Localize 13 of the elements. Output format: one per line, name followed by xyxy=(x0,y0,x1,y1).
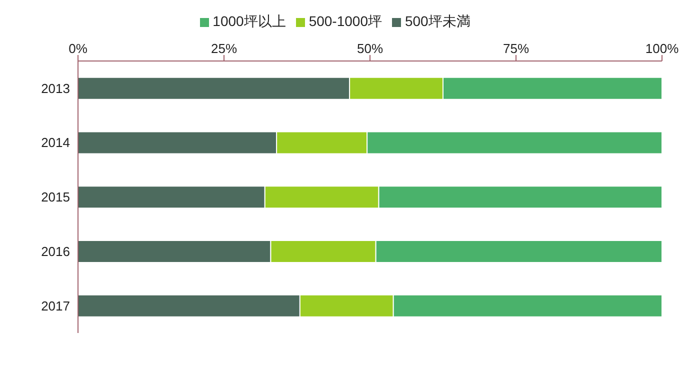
x-tick-label: 25% xyxy=(210,41,238,56)
x-tick-label: 0% xyxy=(68,41,88,56)
legend-label: 500-1000坪 xyxy=(308,13,382,29)
y-tick-label: 2013 xyxy=(41,80,70,96)
y-tick-label: 2017 xyxy=(41,298,70,314)
y-tick-label: 2015 xyxy=(41,190,70,205)
y-tick-label: 2014 xyxy=(41,135,70,150)
x-tick-label: 50% xyxy=(356,41,384,56)
x-tick-label: 75% xyxy=(502,41,530,56)
x-tick-label: 100% xyxy=(645,41,680,56)
legend-label: 1000坪以上 xyxy=(212,13,286,29)
y-tick-label: 2016 xyxy=(41,244,70,260)
legend-label: 500坪未満 xyxy=(404,13,470,29)
